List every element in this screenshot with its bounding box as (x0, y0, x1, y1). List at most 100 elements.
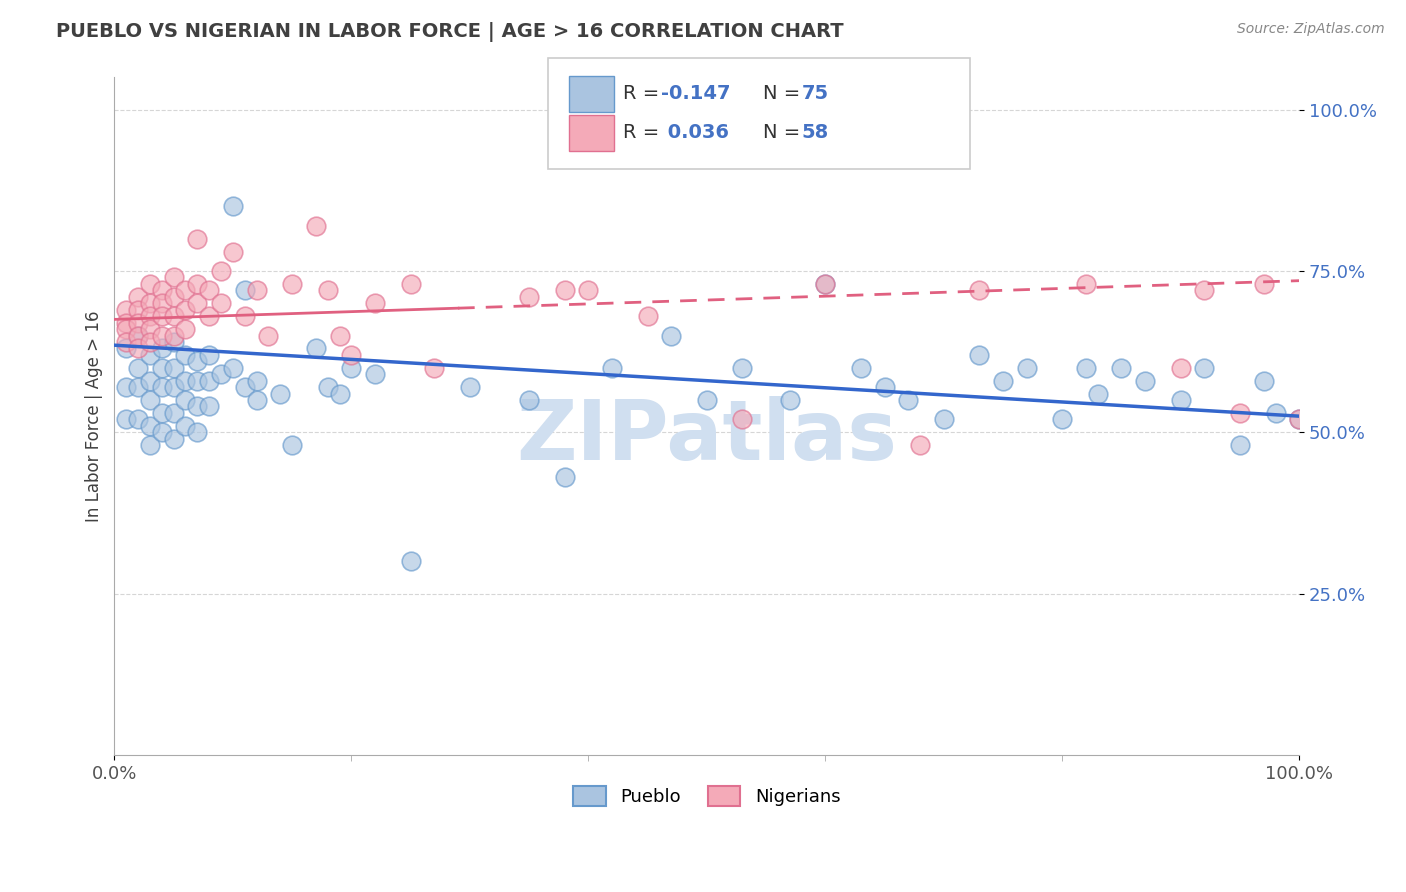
Text: 0.036: 0.036 (661, 123, 728, 143)
Point (328, 386, 350, 401)
Point (233, 284, 256, 298)
Point (163, 432, 186, 446)
Point (115, 322, 138, 336)
Point (1015, 360, 1038, 375)
Point (554, 284, 576, 298)
Point (139, 277, 162, 291)
Point (127, 412, 149, 426)
Point (399, 277, 422, 291)
Text: 75: 75 (801, 84, 828, 103)
Point (139, 348, 162, 362)
Point (340, 360, 363, 375)
Point (245, 392, 267, 407)
Point (115, 412, 138, 426)
Point (115, 380, 138, 394)
Point (209, 296, 232, 310)
Point (139, 392, 162, 407)
Point (127, 328, 149, 343)
Point (150, 406, 173, 420)
Point (127, 328, 149, 343)
Point (1194, 284, 1216, 298)
Point (637, 309, 659, 323)
Point (127, 302, 149, 317)
Point (1288, 412, 1310, 426)
Text: -0.147: -0.147 (661, 84, 730, 103)
Point (1074, 360, 1097, 375)
Point (139, 296, 162, 310)
Point (1135, 374, 1157, 388)
Point (316, 284, 339, 298)
Point (897, 392, 920, 407)
Point (198, 309, 221, 323)
Point (1074, 277, 1097, 291)
Point (991, 374, 1014, 388)
Point (150, 328, 173, 343)
Point (198, 284, 221, 298)
Point (209, 264, 232, 278)
Point (517, 392, 540, 407)
Point (186, 296, 208, 310)
Point (696, 392, 718, 407)
Point (150, 284, 173, 298)
Point (849, 360, 872, 375)
Point (139, 374, 162, 388)
Point (1288, 412, 1310, 426)
Point (1052, 412, 1074, 426)
Point (1229, 438, 1251, 452)
Point (969, 348, 991, 362)
Point (458, 380, 481, 394)
Point (150, 360, 173, 375)
Point (127, 380, 149, 394)
Point (269, 386, 291, 401)
Point (163, 406, 186, 420)
Point (305, 219, 328, 233)
Point (198, 400, 221, 414)
Point (1253, 374, 1275, 388)
Point (115, 302, 138, 317)
Point (245, 284, 267, 298)
Point (517, 290, 540, 304)
Point (814, 277, 837, 291)
Point (163, 360, 186, 375)
Point (908, 438, 931, 452)
Point (1264, 406, 1286, 420)
Point (932, 412, 955, 426)
Point (1229, 406, 1251, 420)
Point (139, 334, 162, 349)
Point (163, 290, 186, 304)
Point (115, 334, 138, 349)
Point (1194, 360, 1216, 375)
Text: N =: N = (763, 123, 807, 143)
Point (127, 290, 149, 304)
Text: N =: N = (763, 84, 807, 103)
Point (150, 296, 173, 310)
Point (139, 322, 162, 336)
Point (305, 342, 328, 356)
Point (1170, 392, 1192, 407)
Point (600, 360, 623, 375)
Point (186, 374, 208, 388)
Point (554, 470, 576, 484)
Point (174, 374, 197, 388)
Point (163, 328, 186, 343)
Point (659, 328, 682, 343)
Point (174, 284, 197, 298)
Point (139, 309, 162, 323)
Point (174, 392, 197, 407)
Point (115, 316, 138, 330)
Point (186, 277, 208, 291)
Text: 58: 58 (801, 123, 828, 143)
Point (576, 284, 599, 298)
Point (364, 296, 387, 310)
Point (163, 309, 186, 323)
Text: ZIPatlas: ZIPatlas (516, 396, 897, 477)
Point (150, 342, 173, 356)
Point (779, 392, 801, 407)
Point (1253, 277, 1275, 291)
Point (1087, 386, 1109, 401)
Point (174, 302, 197, 317)
Point (316, 380, 339, 394)
Point (174, 322, 197, 336)
Point (222, 360, 245, 375)
Point (127, 316, 149, 330)
